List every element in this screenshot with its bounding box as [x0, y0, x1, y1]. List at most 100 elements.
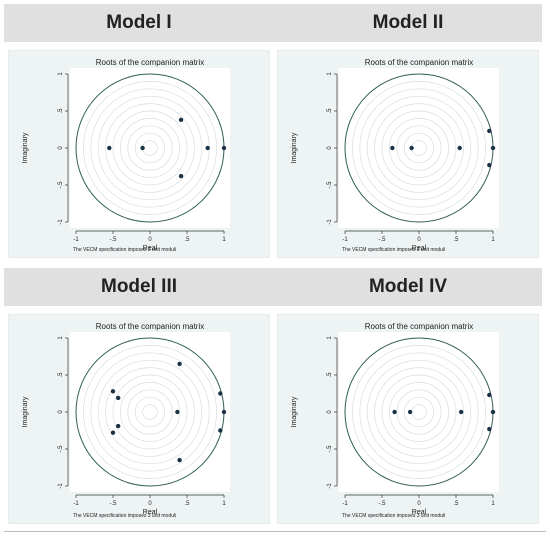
root-point — [407, 409, 413, 415]
x-tick-label: -.5 — [109, 501, 117, 507]
chart-panel: Roots of the companion matrix -1 -.5 0 .5 1 -1… — [277, 50, 539, 258]
model-title: Model IV — [368, 276, 448, 297]
y-tick-label: 0 — [58, 146, 64, 150]
root-point — [110, 430, 116, 435]
x-tick-label: .5 — [184, 501, 190, 507]
x-tick-label: -.5 — [109, 237, 117, 243]
grid-circle — [374, 103, 464, 193]
chart-panel: Roots of the companion matrix -1 -.5 0 .5 1 -1… — [8, 50, 270, 258]
grid-circle — [366, 359, 472, 465]
chart-note: The VECM specification imposes 3 unit mo… — [73, 513, 176, 519]
y-tick-label: -.5 — [327, 181, 333, 189]
grid-circle — [389, 118, 449, 178]
x-tick-label: 0 — [417, 237, 421, 243]
y-tick-label: -1 — [327, 219, 333, 225]
x-tick-label: .5 — [184, 237, 190, 243]
x-tick-label: -.5 — [378, 501, 386, 507]
grid-circle — [97, 359, 203, 465]
y-tick-label: -.5 — [58, 181, 64, 189]
x-tick-label: 1 — [222, 237, 226, 243]
x-tick-label: -1 — [342, 237, 348, 243]
y-tick-label: .5 — [327, 372, 333, 378]
grid-circle — [359, 352, 479, 472]
grid-circle — [396, 389, 442, 435]
x-tick-label: -.5 — [378, 237, 386, 243]
grid-circle — [134, 132, 166, 164]
y-tick-label: 1 — [58, 72, 64, 76]
y-tick-label: -1 — [58, 219, 64, 225]
plot-area — [70, 332, 230, 492]
x-tick-label: -1 — [342, 501, 348, 507]
divider — [4, 531, 546, 532]
root-point — [390, 145, 395, 151]
x-tick-label: 1 — [491, 501, 495, 507]
grid-circle — [112, 374, 188, 450]
grid-circle — [120, 118, 180, 178]
grid-circle — [127, 125, 173, 171]
x-tick-label: 0 — [148, 501, 152, 507]
root-point — [205, 145, 210, 151]
grid-circle — [359, 88, 479, 208]
y-tick-label: -1 — [58, 483, 64, 489]
roots-chart: Roots of the companion matrix -1 -.5 0 .5 1 -1… — [291, 322, 499, 519]
roots-chart: Roots of the companion matrix -1 -.5 0 .5 1 -1… — [291, 58, 499, 253]
x-tick-label: -1 — [73, 501, 79, 507]
grid-circle — [352, 81, 486, 215]
root-point — [218, 428, 223, 433]
chart-title: Roots of the companion matrix — [96, 322, 205, 331]
y-axis-label: Imaginary — [291, 396, 298, 427]
grid-circle — [374, 367, 464, 457]
chart-title: Roots of the companion matrix — [365, 58, 474, 67]
x-tick-label: .5 — [453, 501, 459, 507]
root-point — [177, 457, 182, 463]
root-point — [115, 423, 121, 429]
root-point — [490, 409, 496, 415]
chart-title: Roots of the companion matrix — [96, 58, 205, 67]
chart-note: The VECM specification imposes 3 unit mo… — [342, 513, 445, 519]
model-header: Model I — [4, 4, 274, 42]
y-tick-label: 0 — [58, 410, 64, 414]
roots-chart: Roots of the companion matrix -1 -.5 0 .5 1 -1… — [22, 322, 230, 519]
plot-area — [339, 332, 499, 492]
root-point — [487, 128, 492, 134]
root-point — [458, 409, 464, 415]
grid-circle — [90, 352, 210, 472]
y-tick-label: 1 — [327, 72, 333, 76]
grid-circle — [381, 374, 457, 450]
model-header: Model III — [4, 268, 274, 306]
y-axis-label: Imaginary — [22, 132, 29, 163]
grid-circle — [366, 95, 472, 201]
x-axis-label: Real — [412, 245, 427, 252]
root-point — [178, 117, 184, 123]
chart-note: The VECM specification imposes 3 unit mo… — [73, 247, 176, 253]
y-tick-label: 0 — [327, 410, 333, 414]
grid-circle — [83, 345, 217, 479]
x-axis-label: Real — [412, 509, 427, 516]
root-point — [221, 145, 227, 151]
y-tick-label: 1 — [327, 336, 333, 340]
y-tick-label: .5 — [58, 372, 64, 378]
x-tick-label: 1 — [491, 237, 495, 243]
grid-circle — [403, 396, 435, 428]
x-tick-label: 0 — [417, 501, 421, 507]
root-point — [115, 395, 121, 401]
root-point — [392, 409, 397, 415]
grid-circle — [389, 382, 449, 442]
chart-note: The VECM specification imposes 3 unit mo… — [342, 247, 445, 253]
model-header: Model IV — [274, 268, 542, 306]
y-tick-label: -1 — [327, 483, 333, 489]
y-tick-label: 1 — [58, 336, 64, 340]
x-axis-label: Real — [143, 509, 158, 516]
plot-area — [70, 68, 230, 228]
y-tick-label: 0 — [327, 146, 333, 150]
plot-area — [339, 68, 499, 228]
root-point — [487, 392, 492, 398]
grid-circle — [112, 110, 188, 186]
root-point — [218, 391, 223, 396]
x-tick-label: 0 — [148, 237, 152, 243]
model-title: Model III — [101, 276, 177, 297]
root-point — [490, 145, 496, 151]
model-header: Model II — [274, 4, 542, 42]
y-axis-label: Imaginary — [22, 396, 29, 427]
chart-title: Roots of the companion matrix — [365, 322, 474, 331]
